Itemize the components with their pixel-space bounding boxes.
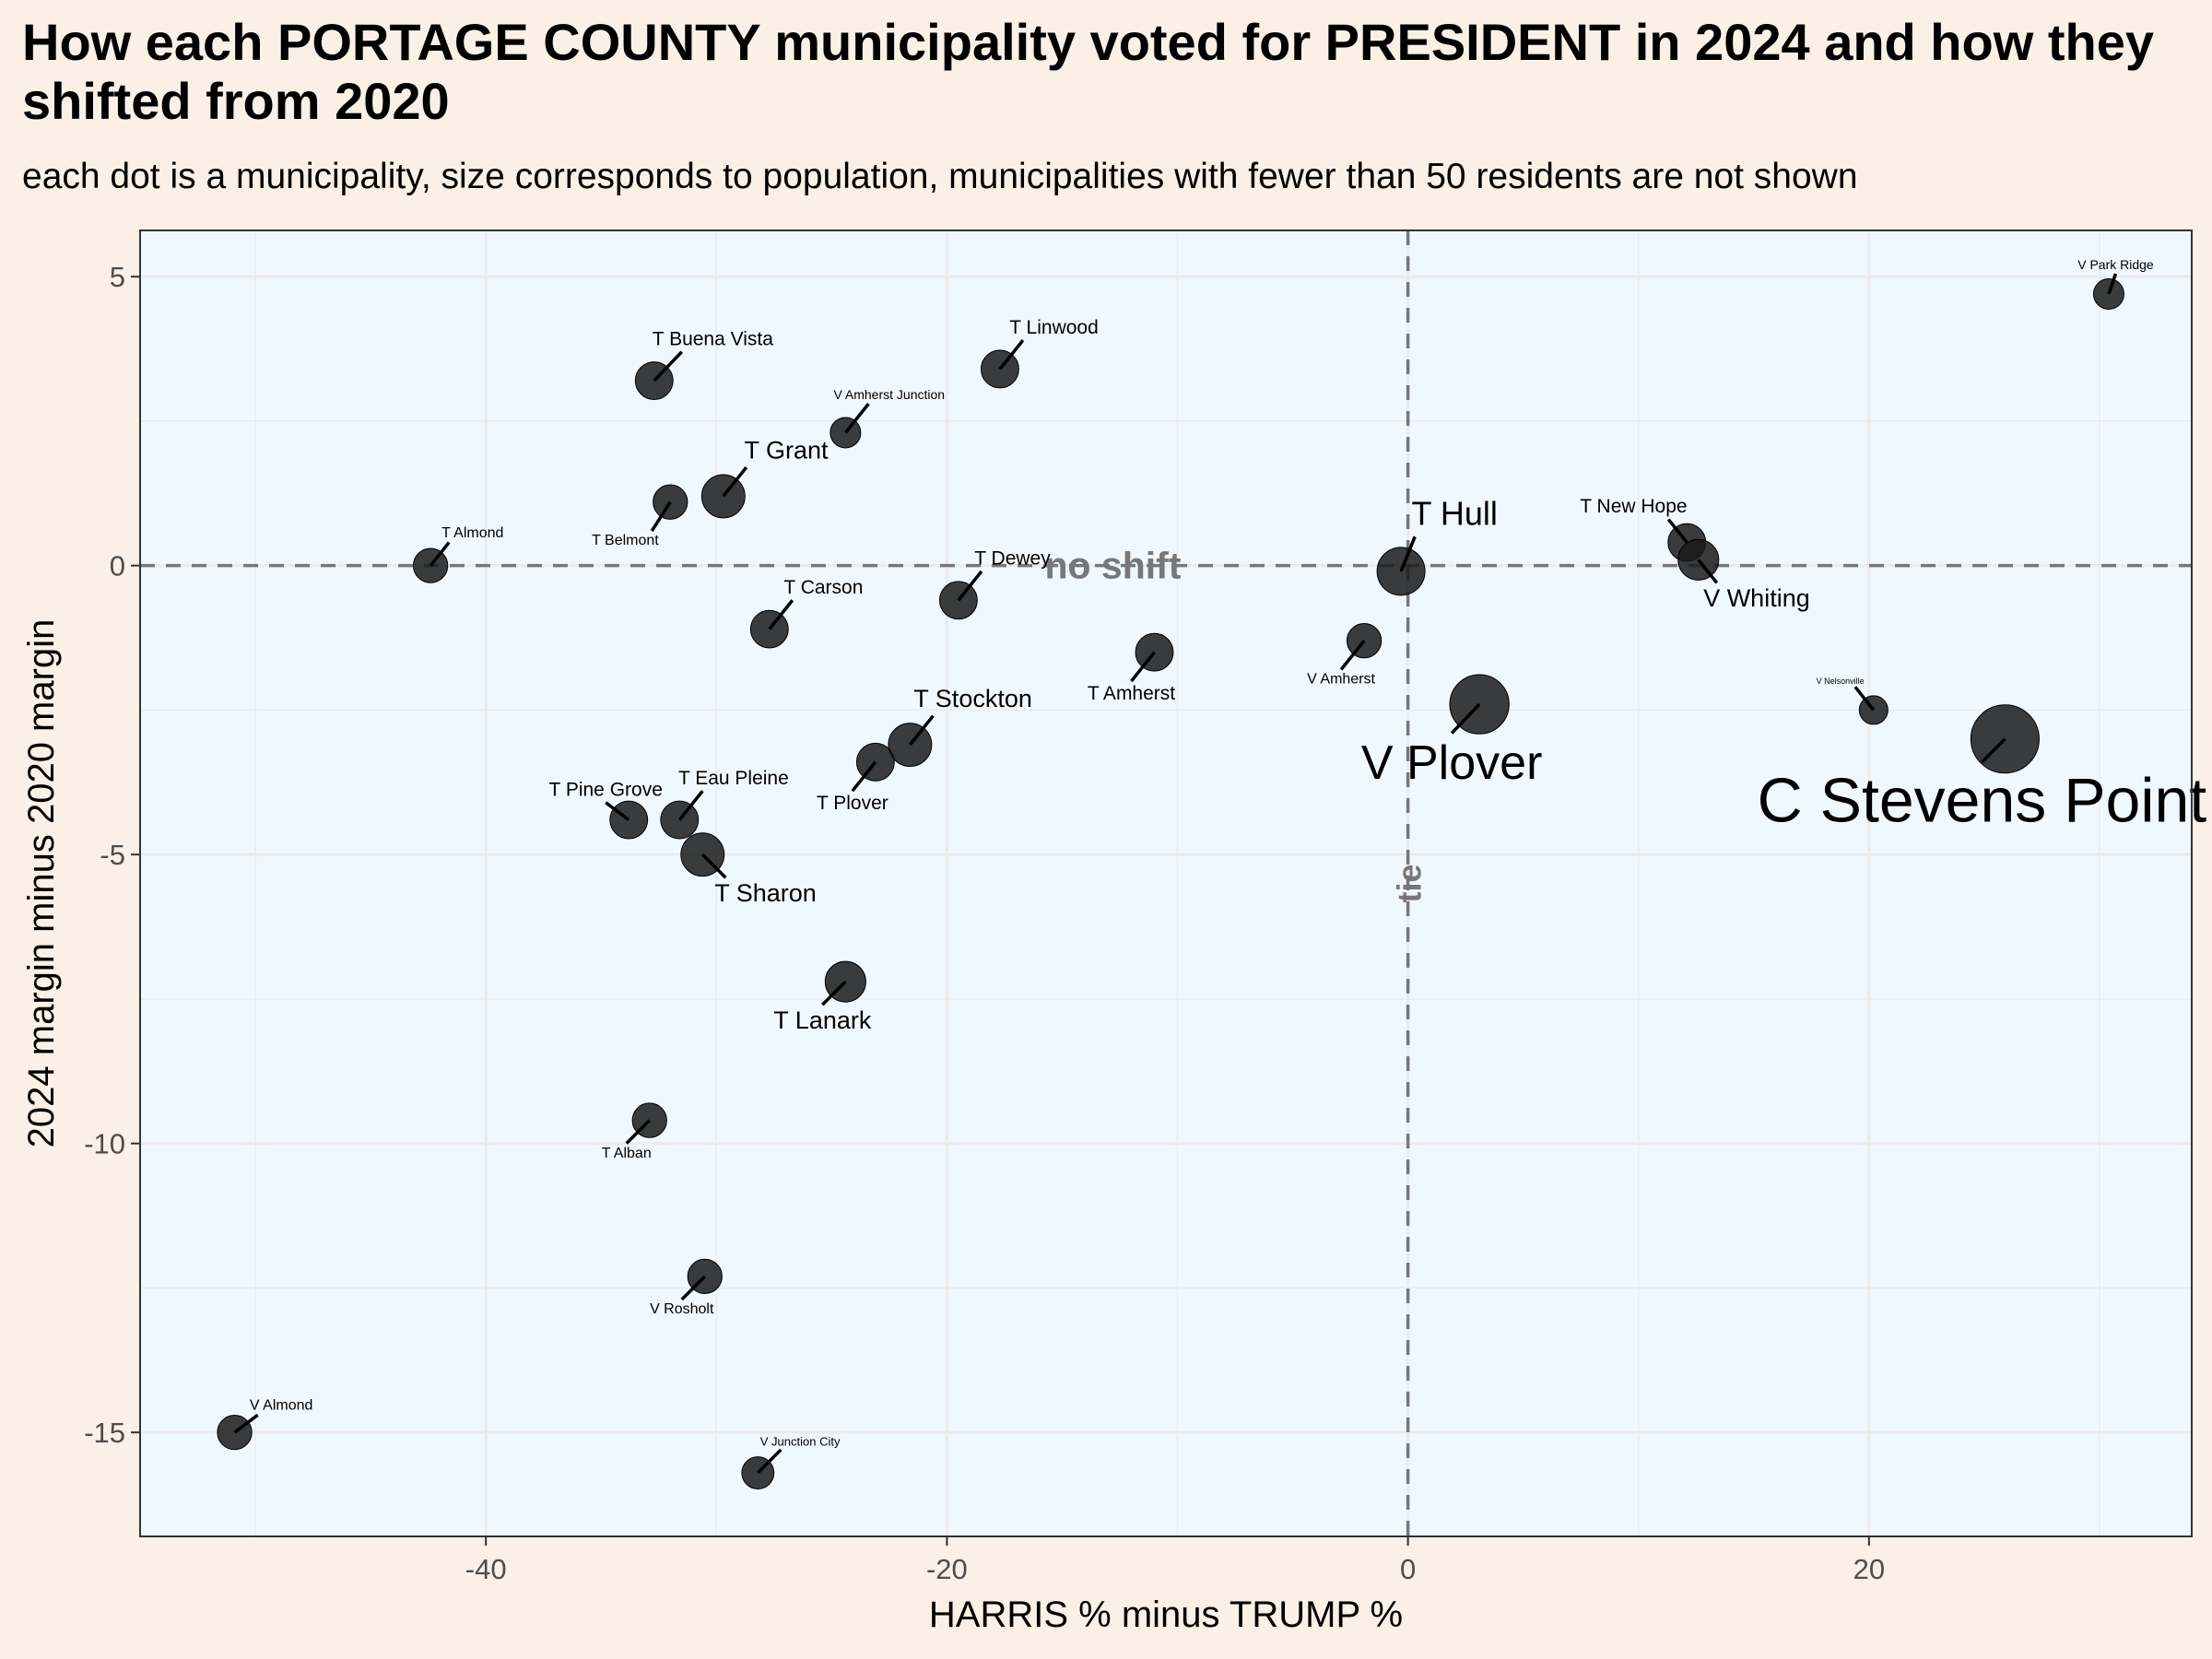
y-tick-label-5: 5 bbox=[110, 261, 125, 293]
reference-lines: no shift tie bbox=[140, 230, 2192, 1536]
point-t-dewey bbox=[938, 581, 978, 620]
point-label-t-grant: T Grant bbox=[744, 437, 829, 465]
point-t-grant bbox=[700, 474, 746, 519]
point-t-eau-pleine bbox=[660, 800, 700, 840]
x-axis-label: HARRIS % minus TRUMP % bbox=[929, 1594, 1403, 1635]
leader-line-v-almond bbox=[233, 1413, 259, 1434]
leader-line-t-alban bbox=[625, 1119, 651, 1145]
y-tick-label-10: -10 bbox=[84, 1128, 125, 1160]
point-t-pine-grove bbox=[609, 800, 649, 840]
y-tick-label-15: -15 bbox=[84, 1417, 125, 1449]
leader-line-v-rosholt bbox=[680, 1275, 707, 1301]
point-label-t-linwood: T Linwood bbox=[1009, 317, 1099, 338]
point-label-t-eau-pleine: T Eau Pleine bbox=[678, 768, 789, 789]
y-tick-label-5: -5 bbox=[100, 839, 125, 871]
point-label-v-whiting: V Whiting bbox=[1703, 584, 1810, 612]
point-label-t-stockton: T Stockton bbox=[913, 685, 1032, 712]
point-label-v-plover: V Plover bbox=[1361, 736, 1543, 790]
leader-line-v-nelsonville bbox=[1853, 686, 1876, 712]
leader-line-t-pine-grove bbox=[605, 801, 630, 821]
point-t-linwood bbox=[980, 349, 1019, 389]
leader-line-t-carson bbox=[768, 599, 794, 630]
point-label-v-junction-city: V Junction City bbox=[760, 1434, 841, 1448]
leader-line-t-stockton bbox=[909, 714, 935, 747]
leader-line-v-amherst-junction bbox=[843, 403, 870, 434]
point-label-v-nelsonville: V Nelsonville bbox=[1817, 677, 1865, 686]
y-axis-label: 2024 margin minus 2020 margin bbox=[21, 619, 62, 1148]
leader-line-v-park-ridge bbox=[2107, 273, 2118, 295]
leader-line-t-plover bbox=[851, 760, 877, 793]
leader-line-t-almond bbox=[429, 541, 451, 567]
leader-line-t-buena-vista bbox=[653, 350, 684, 382]
x-tick-label-40: -40 bbox=[465, 1553, 507, 1585]
leader-line-t-hull bbox=[1399, 535, 1417, 572]
leader-line-c-stevens-point bbox=[1981, 737, 2006, 764]
x-tick-label-0: 0 bbox=[1400, 1553, 1416, 1585]
leader-line-v-plover bbox=[1450, 702, 1481, 735]
leader-line-v-junction-city bbox=[757, 1448, 782, 1475]
leader-line-t-new-hope bbox=[1666, 518, 1688, 544]
leader-line-v-amherst bbox=[1339, 640, 1366, 671]
point-label-t-pine-grove: T Pine Grove bbox=[549, 779, 663, 800]
no-shift-label: no shift bbox=[1044, 545, 1181, 587]
point-label-v-park-ridge: V Park Ridge bbox=[2077, 257, 2154, 272]
point-label-v-almond: V Almond bbox=[250, 1398, 312, 1414]
tie-label: tie bbox=[1391, 864, 1429, 902]
leader-line-t-sharon bbox=[701, 853, 727, 879]
point-label-t-carson: T Carson bbox=[783, 577, 863, 598]
point-label-t-new-hope: T New Hope bbox=[1580, 496, 1687, 517]
point-label-t-belmont: T Belmont bbox=[592, 533, 659, 548]
point-label-t-dewey: T Dewey bbox=[974, 548, 1051, 570]
point-label-t-sharon: T Sharon bbox=[714, 879, 817, 907]
point-labels: V Park Ridge T Buena Vista T Linwood V Amhe… bbox=[233, 257, 2207, 1475]
leader-line-t-eau-pleine bbox=[677, 790, 704, 821]
y-tick-label-0: 0 bbox=[110, 550, 125, 582]
point-label-t-amherst: T Amherst bbox=[1088, 683, 1175, 704]
leader-line-v-whiting bbox=[1697, 559, 1719, 584]
leader-line-t-grant bbox=[722, 465, 748, 498]
point-label-v-amherst: V Amherst bbox=[1307, 672, 1375, 688]
chart-title: How each PORTAGE COUNTY municipality vot… bbox=[22, 13, 2154, 130]
grid-lines bbox=[140, 230, 2192, 1536]
point-label-t-alban: T Alban bbox=[602, 1146, 652, 1161]
leader-line-t-lanark bbox=[821, 980, 847, 1006]
point-label-t-plover: T Plover bbox=[817, 793, 888, 814]
leader-line-t-belmont bbox=[650, 500, 672, 532]
x-tick-label-20: 20 bbox=[1853, 1553, 1885, 1585]
x-tick-label-20: -20 bbox=[926, 1553, 968, 1585]
point-label-c-stevens-point: C Stevens Point bbox=[1758, 765, 2207, 835]
point-label-t-buena-vista: T Buena Vista bbox=[653, 328, 773, 349]
chart-subtitle: each dot is a municipality, size corresp… bbox=[22, 157, 1858, 196]
y-axis: 5 0 -5 -10 -15 bbox=[84, 261, 140, 1449]
point-label-t-almond: T Almond bbox=[441, 525, 503, 541]
x-axis: -40 -20 0 20 bbox=[465, 1536, 1885, 1585]
leader-line-t-amherst bbox=[1130, 651, 1156, 683]
point-label-t-hull: T Hull bbox=[1412, 495, 1498, 533]
leader-line-t-linwood bbox=[998, 339, 1025, 371]
plot-panel bbox=[140, 230, 2192, 1536]
point-label-v-rosholt: V Rosholt bbox=[650, 1301, 714, 1317]
leader-line-t-dewey bbox=[957, 570, 983, 602]
plot-border bbox=[139, 229, 2193, 1537]
point-label-v-amherst-junction: V Amherst Junction bbox=[833, 387, 945, 402]
point-label-t-lanark: T Lanark bbox=[773, 1006, 872, 1034]
